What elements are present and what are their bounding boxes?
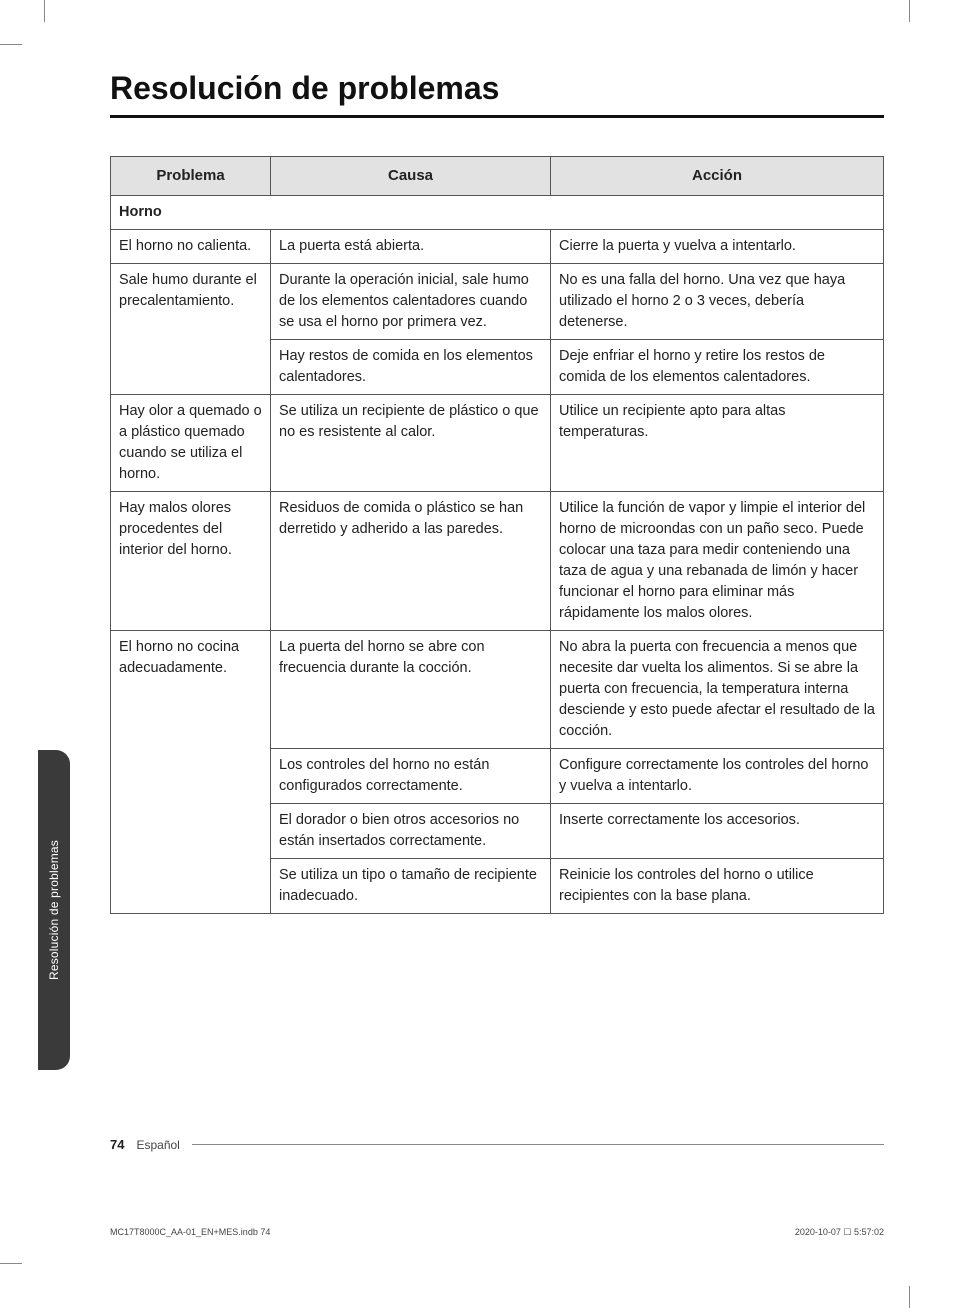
print-timestamp: 2020-10-07 ☐ 5:57:02 [795,1227,884,1238]
cause-cell: El dorador o bien otros accesorios no es… [271,804,551,859]
problem-cell: El horno no calienta. [111,229,271,263]
cause-cell: Los controles del horno no están configu… [271,749,551,804]
print-file: MC17T8000C_AA-01_EN+MES.indb 74 [110,1227,270,1238]
page-footer: 74 Español [110,1137,884,1152]
action-cell: Configure correctamente los controles de… [551,749,884,804]
cause-cell: La puerta del horno se abre con frecuenc… [271,631,551,749]
problem-cell: Hay malos olores procedentes del interio… [111,491,271,630]
troubleshooting-table-wrap: Problema Causa Acción HornoEl horno no c… [110,156,884,914]
cause-cell: Residuos de comida o plástico se han der… [271,491,551,630]
footer-rule [192,1144,884,1145]
problem-cell: Sale humo durante el precalentamiento. [111,263,271,394]
action-cell: No es una falla del horno. Una vez que h… [551,263,884,339]
page-language: Español [136,1138,179,1152]
action-cell: No abra la puerta con frecuencia a menos… [551,631,884,749]
action-cell: Deje enfriar el horno y retire los resto… [551,339,884,394]
cause-cell: Se utiliza un tipo o tamaño de recipient… [271,859,551,914]
col-header-causa: Causa [271,157,551,196]
side-tab: Resolución de problemas [38,750,70,1070]
print-footer: MC17T8000C_AA-01_EN+MES.indb 74 2020-10-… [110,1227,884,1238]
action-cell: Utilice la función de vapor y limpie el … [551,491,884,630]
action-cell: Reinicie los controles del horno o utili… [551,859,884,914]
action-cell: Cierre la puerta y vuelva a intentarlo. [551,229,884,263]
col-header-problema: Problema [111,157,271,196]
cause-cell: La puerta está abierta. [271,229,551,263]
action-cell: Inserte correctamente los accesorios. [551,804,884,859]
action-cell: Utilice un recipiente apto para altas te… [551,394,884,491]
troubleshooting-table: Problema Causa Acción HornoEl horno no c… [110,156,884,914]
section-header: Horno [111,195,884,229]
page-number: 74 [110,1137,124,1152]
side-tab-label: Resolución de problemas [47,840,61,980]
problem-cell: Hay olor a quemado o a plástico quemado … [111,394,271,491]
cause-cell: Se utiliza un recipiente de plástico o q… [271,394,551,491]
cause-cell: Hay restos de comida en los elementos ca… [271,339,551,394]
col-header-accion: Acción [551,157,884,196]
cause-cell: Durante la operación inicial, sale humo … [271,263,551,339]
title-rule [110,115,884,118]
page-title: Resolución de problemas [110,70,884,107]
problem-cell: El horno no cocina adecuadamente. [111,631,271,914]
